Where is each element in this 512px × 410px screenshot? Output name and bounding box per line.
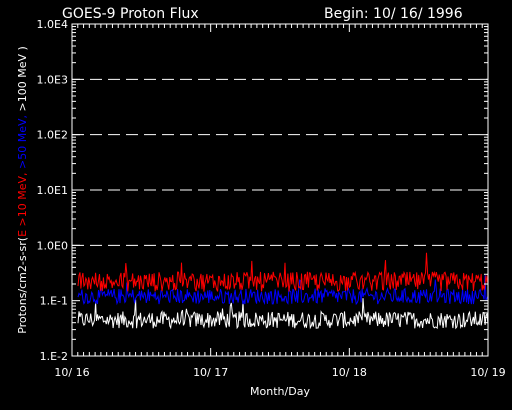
y-axis-label-part: E >10 MeV, [16,169,29,237]
x-axis-label: Month/Day [250,385,310,398]
series-line [77,252,489,292]
y-tick-label: 1.E-2 [40,350,68,363]
y-tick-label: 1.0E3 [37,73,68,86]
y-axis-label-part: >100 MeV ) [16,46,29,111]
gridlines [72,78,488,246]
y-tick-label: 1.0E0 [37,239,68,252]
x-tick-label: 10/ 16 [54,366,89,379]
chart-begin-date: Begin: 10/ 16/ 1996 [324,6,463,22]
y-tick-label: 1.E-1 [40,295,68,308]
x-tick-label: 10/ 18 [332,366,367,379]
y-axis-label: Protons/cm2-s-sr(E >10 MeV, >50 MeV, >10… [16,46,29,334]
series-group [77,252,489,330]
y-axis-label-part: >50 MeV, [16,111,29,169]
y-axis: 1.E-2 1.E-1 1.0E0 1.0E1 1.0E2 1.0E3 1.0E4 [37,18,488,363]
chart-title: GOES-9 Proton Flux [62,6,199,22]
y-tick-label: 1.0E1 [37,184,68,197]
series-line [77,275,489,306]
x-axis: 10/ 16 10/ 17 10/ 18 10/ 19 [54,24,506,379]
x-tick-label: 10/ 17 [193,366,228,379]
series-line [77,298,489,330]
y-tick-label: 1.0E4 [37,18,68,31]
x-tick-label: 10/ 19 [470,366,505,379]
y-axis-label-part: Protons/cm2-s-sr( [16,237,29,334]
y-tick-label: 1.0E2 [37,129,68,142]
